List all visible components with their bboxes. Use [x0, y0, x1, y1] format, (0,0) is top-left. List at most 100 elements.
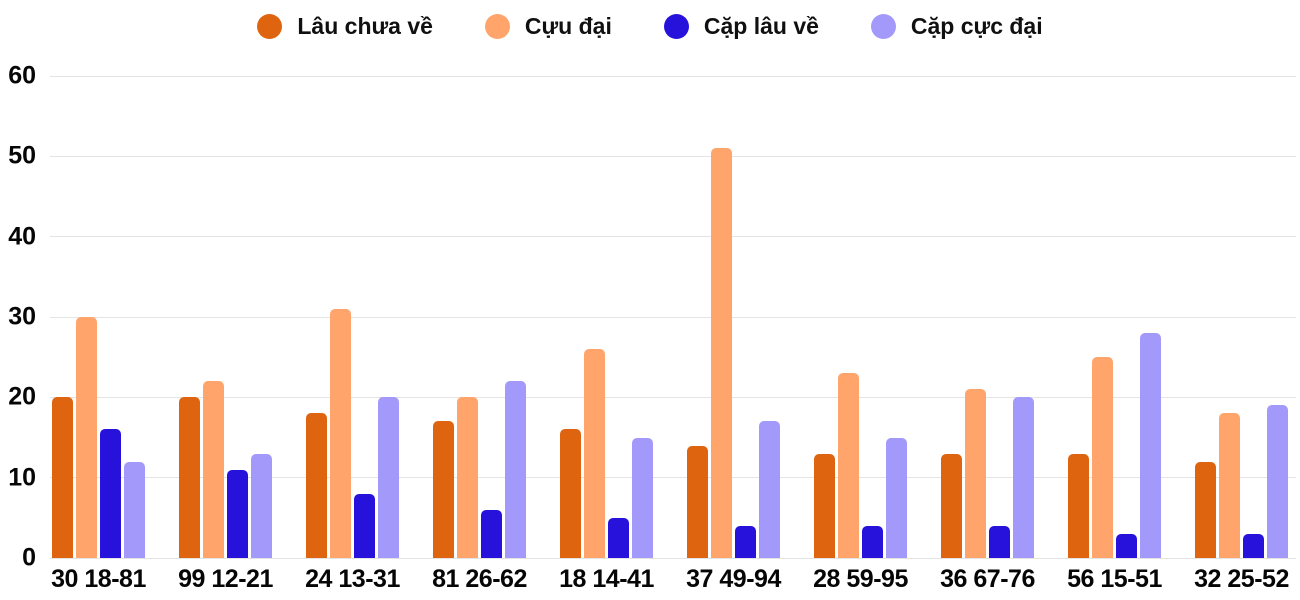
bar [814, 453, 835, 558]
bar [965, 389, 986, 558]
bar-cluster [433, 76, 526, 558]
bar [838, 373, 859, 558]
gridline [50, 75, 1296, 77]
x-axis-label: 56 15-51 [1067, 565, 1162, 593]
legend-item: Lâu chưa về [257, 13, 433, 40]
legend-item: Cặp cực đại [870, 12, 1043, 40]
bar-group: 28 59-95 [813, 76, 908, 593]
bar-cluster [52, 76, 145, 558]
bar-group: 99 12-21 [178, 76, 273, 593]
bar-cluster [179, 76, 272, 558]
y-tick-label: 50 [8, 141, 36, 170]
bar [941, 453, 962, 558]
bar [100, 429, 121, 558]
x-axis-label: 18 14-41 [559, 565, 654, 593]
legend-item: Cựu đại [484, 12, 612, 40]
legend-label: Cựu đại [524, 12, 612, 39]
bar [76, 317, 97, 558]
legend-item: Cặp lâu về [663, 12, 819, 40]
legend: Lâu chưa về Cựu đại Cặp lâu về Cặp cực đại [0, 8, 1300, 44]
gridline [50, 316, 1296, 318]
bar [735, 525, 756, 558]
bar [1219, 413, 1240, 558]
x-axis-label: 32 25-52 [1194, 565, 1289, 593]
x-axis-label: 37 49-94 [686, 565, 781, 593]
legend-color-dot [870, 13, 896, 39]
legend-label: Lâu chưa về [297, 12, 433, 39]
bar [1267, 405, 1288, 558]
bar-cluster [306, 76, 399, 558]
bar [632, 437, 653, 558]
gridline [50, 557, 1296, 559]
bar [505, 381, 526, 558]
legend-label: Cặp lâu về [703, 12, 819, 39]
x-axis-label: 99 12-21 [178, 565, 273, 593]
legend-label: Cặp cực đại [910, 12, 1043, 39]
bar [687, 445, 708, 558]
y-tick-label: 40 [8, 222, 36, 251]
bar [124, 461, 145, 558]
legend-color-dot [663, 13, 689, 39]
bar-cluster [560, 76, 653, 558]
bar [1116, 533, 1137, 558]
y-tick-label: 10 [8, 463, 36, 492]
x-axis-label: 28 59-95 [813, 565, 908, 593]
bar [862, 525, 883, 558]
gridline [50, 477, 1296, 479]
y-tick-label: 0 [22, 543, 36, 572]
y-axis: 0 10 20 30 40 50 60 [0, 63, 38, 570]
bar-cluster [941, 76, 1034, 558]
bar [433, 421, 454, 558]
bar-group: 56 15-51 [1067, 76, 1162, 593]
plot-area: 30 18-81 99 12-21 24 13-31 81 26-62 18 14-41… [50, 75, 1296, 593]
bar [179, 397, 200, 558]
bar-cluster [1195, 76, 1288, 558]
bar-group: 32 25-52 [1194, 76, 1289, 593]
x-axis-label: 30 18-81 [51, 565, 146, 593]
bar-group: 18 14-41 [559, 76, 654, 593]
bar-group: 24 13-31 [305, 76, 400, 593]
bar [52, 397, 73, 558]
bar-group: 37 49-94 [686, 76, 781, 593]
bar [227, 469, 248, 558]
bar-cluster [687, 76, 780, 558]
bar [354, 493, 375, 558]
x-axis-label: 36 67-76 [940, 565, 1035, 593]
gridline [50, 155, 1296, 157]
bar [306, 413, 327, 558]
bar-groups: 30 18-81 99 12-21 24 13-31 81 26-62 18 14-41… [51, 76, 1289, 593]
bar [560, 429, 581, 558]
bar [378, 397, 399, 558]
gridline [50, 396, 1296, 398]
bar [1013, 397, 1034, 558]
x-axis-label: 81 26-62 [432, 565, 527, 593]
bar [203, 381, 224, 558]
bar [1195, 461, 1216, 558]
bar-group: 36 67-76 [940, 76, 1035, 593]
x-axis-label: 24 13-31 [305, 565, 400, 593]
bar-cluster [814, 76, 907, 558]
bar [481, 509, 502, 558]
bar [886, 437, 907, 558]
bar [584, 349, 605, 558]
bar [251, 453, 272, 558]
y-tick-label: 60 [8, 61, 36, 90]
gridlines [50, 75, 1296, 559]
legend-color-dot [257, 13, 283, 39]
bar [1140, 333, 1161, 558]
legend-color-dot [484, 13, 510, 39]
bar [1068, 453, 1089, 558]
bar-group: 30 18-81 [51, 76, 146, 593]
bar [608, 517, 629, 558]
bar [989, 525, 1010, 558]
bar [457, 397, 478, 558]
y-tick-label: 20 [8, 382, 36, 411]
gridline [50, 236, 1296, 238]
bar-group: 81 26-62 [432, 76, 527, 593]
bar [759, 421, 780, 558]
bar [1243, 533, 1264, 558]
y-tick-label: 30 [8, 302, 36, 331]
bar [711, 148, 732, 558]
bar-cluster [1068, 76, 1161, 558]
